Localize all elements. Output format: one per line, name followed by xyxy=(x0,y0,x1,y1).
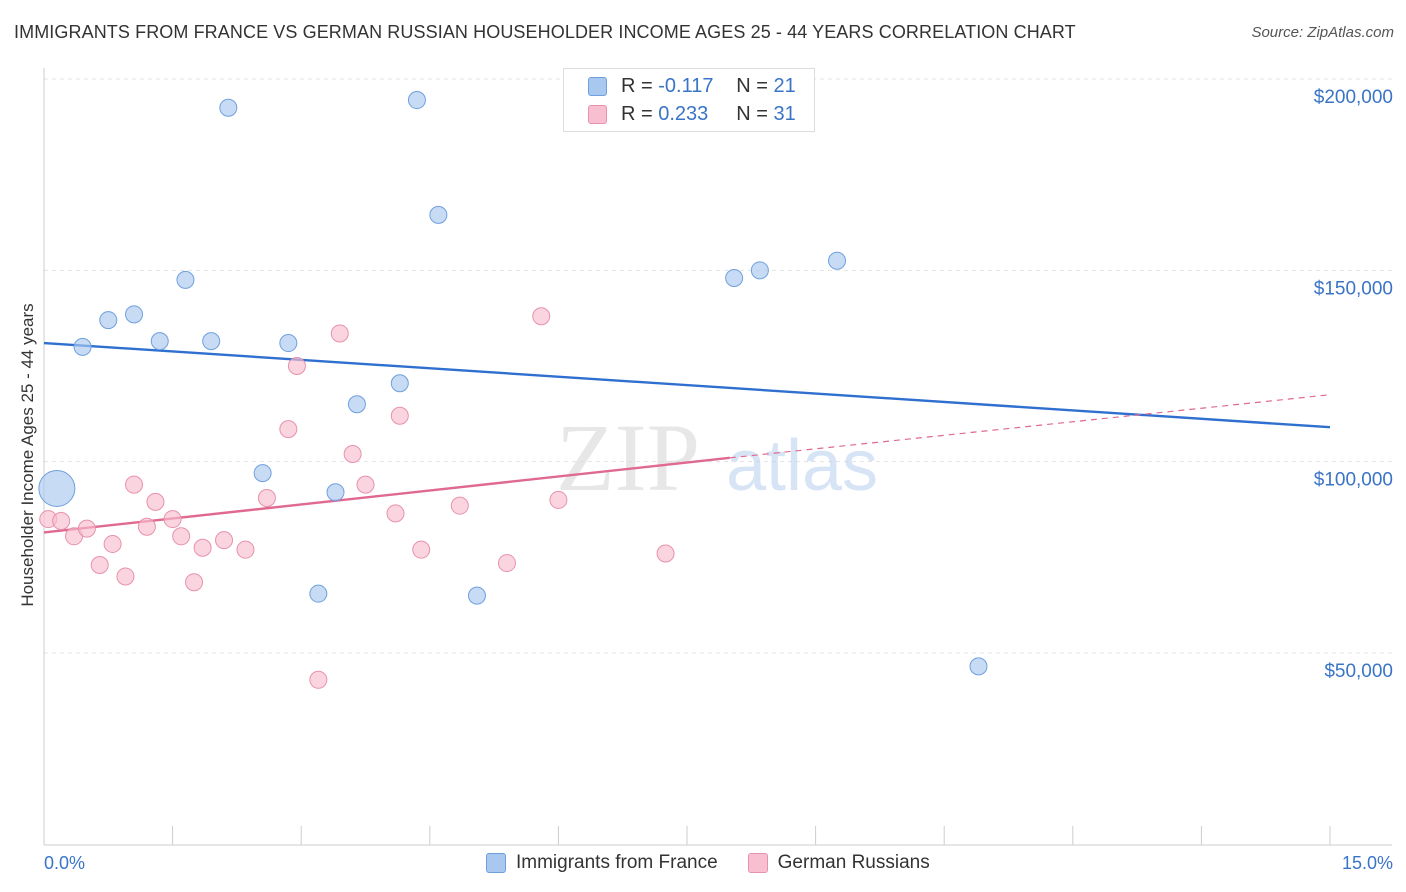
watermark-atlas: atlas xyxy=(726,426,878,506)
legend-r-value-german-russians: 0.233 xyxy=(658,102,709,125)
series-legend: Immigrants from France German Russians xyxy=(486,852,960,874)
point-german-russians xyxy=(279,420,298,439)
point-german-russians xyxy=(386,504,405,523)
series-legend-item-german-russians[interactable]: German Russians xyxy=(747,852,930,874)
series-legend-label-france: Immigrants from France xyxy=(516,852,718,873)
legend-r-value-france: -0.117 xyxy=(658,74,714,97)
point-france xyxy=(390,374,409,393)
gridlines xyxy=(44,78,1392,654)
y-axis-label: Householder Income Ages 25 - 44 years xyxy=(18,303,37,606)
y-tick-label: $200,000 xyxy=(1314,87,1393,108)
point-france xyxy=(828,251,847,270)
point-german-russians xyxy=(497,554,516,573)
point-france xyxy=(326,483,345,502)
series-legend-swatch-german-russians xyxy=(747,853,768,873)
trend-line-german-russians xyxy=(43,456,730,534)
scatter-points xyxy=(38,91,988,689)
legend-r-label: R = xyxy=(621,74,653,97)
point-france xyxy=(407,91,426,110)
point-france xyxy=(279,334,298,353)
point-german-russians xyxy=(77,519,96,538)
legend-r-label: R = xyxy=(621,102,653,125)
point-france xyxy=(125,305,144,324)
legend-swatch-german-russians xyxy=(588,104,607,124)
point-france xyxy=(253,464,272,483)
point-france xyxy=(38,469,76,507)
point-france xyxy=(309,584,328,603)
point-german-russians xyxy=(287,357,306,375)
trend-lines xyxy=(43,341,1331,534)
x-tick-label-max: 15.0% xyxy=(1342,853,1393,873)
axes xyxy=(43,68,1392,846)
point-german-russians xyxy=(185,573,204,592)
point-german-russians xyxy=(450,496,469,515)
point-german-russians xyxy=(257,489,276,508)
point-france xyxy=(467,586,486,605)
point-german-russians xyxy=(172,527,191,546)
y-tick-label: $100,000 xyxy=(1314,470,1393,491)
legend-n-value-german-russians: 31 xyxy=(773,102,796,125)
point-france xyxy=(73,337,92,356)
x-tick-label-min: 0.0% xyxy=(44,853,85,873)
point-german-russians xyxy=(656,544,675,563)
point-france xyxy=(99,311,118,330)
point-german-russians xyxy=(549,490,568,509)
point-france xyxy=(750,261,769,280)
series-legend-swatch-france xyxy=(486,853,506,873)
point-german-russians xyxy=(390,406,409,425)
point-german-russians xyxy=(236,540,255,559)
point-france xyxy=(176,270,195,289)
trend-line-france xyxy=(43,341,1331,429)
legend-n-label: N = xyxy=(736,102,768,125)
point-france xyxy=(202,332,221,351)
watermark-zip: ZIP xyxy=(556,404,700,511)
series-legend-label-german-russians: German Russians xyxy=(777,852,930,873)
point-german-russians xyxy=(309,670,328,689)
point-german-russians xyxy=(412,540,431,559)
trend-line-german-russians-extension xyxy=(729,394,1331,459)
point-france xyxy=(429,205,448,224)
point-german-russians xyxy=(137,517,156,536)
point-german-russians xyxy=(330,324,349,343)
point-german-russians xyxy=(343,445,362,464)
point-france xyxy=(150,332,169,351)
legend-swatch-france xyxy=(588,76,607,96)
point-france xyxy=(725,268,744,287)
point-german-russians xyxy=(103,534,122,553)
source-credit: Source: ZipAtlas.com xyxy=(1251,24,1394,41)
point-german-russians xyxy=(532,307,551,326)
chart-title: IMMIGRANTS FROM FRANCE VS GERMAN RUSSIAN… xyxy=(14,22,1076,42)
legend-row-german-russians: R = 0.233 N = 31 xyxy=(588,101,796,127)
point-german-russians xyxy=(193,538,212,557)
legend-n-value-france: 21 xyxy=(773,74,796,97)
point-german-russians xyxy=(116,567,135,586)
legend-row-france: R = -0.117 N = 21 xyxy=(588,73,796,99)
point-german-russians xyxy=(163,510,182,529)
series-legend-item-france[interactable]: Immigrants from France xyxy=(486,852,718,874)
point-german-russians xyxy=(90,555,109,574)
y-tick-label: $50,000 xyxy=(1324,661,1393,682)
point-german-russians xyxy=(52,511,71,530)
y-tick-label: $150,000 xyxy=(1314,278,1393,299)
point-france xyxy=(347,395,366,414)
legend-n-label: N = xyxy=(736,74,768,97)
point-german-russians xyxy=(356,475,375,494)
point-france xyxy=(219,98,238,117)
tick-labels: $50,000 $100,000 $150,000 $200,000 0.0% 15.0% xyxy=(44,87,1393,873)
point-german-russians xyxy=(125,475,144,494)
point-france xyxy=(969,657,988,676)
correlation-legend: R = -0.117 N = 21 R = 0.233 N = 31 xyxy=(563,68,815,132)
point-german-russians xyxy=(146,492,165,511)
point-german-russians xyxy=(215,531,234,550)
